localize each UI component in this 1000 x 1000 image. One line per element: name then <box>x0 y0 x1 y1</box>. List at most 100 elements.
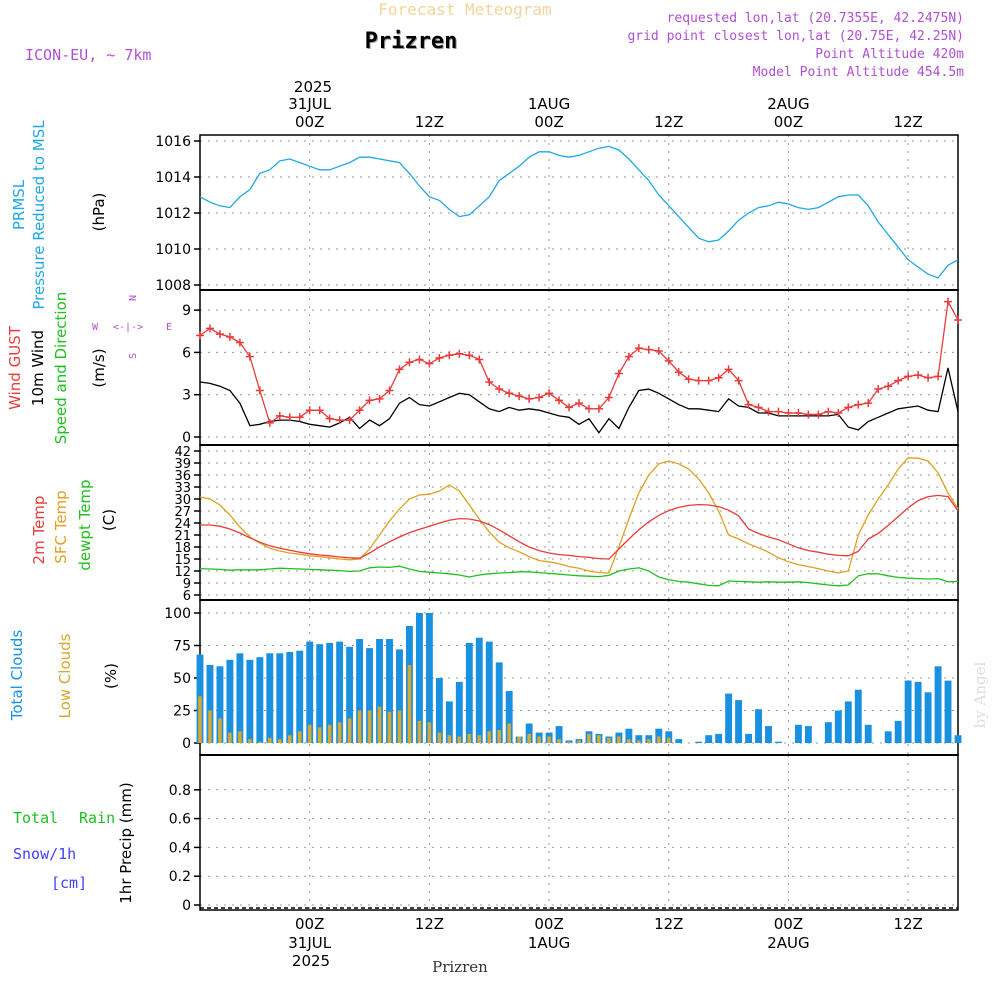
gust-marker <box>355 406 364 415</box>
total-cloud-bar <box>356 639 364 743</box>
total-cloud-bar <box>834 710 842 743</box>
top-date-label-4: 2AUG <box>767 95 809 113</box>
rain-label: Rain <box>79 809 115 827</box>
low-cloud-bar <box>517 736 521 743</box>
gust-marker <box>445 351 454 360</box>
low-cloud-bar <box>367 710 372 743</box>
total-cloud-bar <box>934 666 942 743</box>
low-cloud-bar <box>666 737 671 743</box>
top-time-label-2: 00Z <box>534 113 563 131</box>
total-cloud-bar <box>306 641 314 743</box>
ytick-label-precip-0: 0 <box>182 898 191 914</box>
low-cloud-bar <box>447 735 452 743</box>
wind-dir-label: Speed and Direction <box>52 292 70 445</box>
low-cloud-bar <box>487 731 492 743</box>
total-cloud-bar <box>266 653 274 743</box>
bottom-time-label-1: 12Z <box>415 915 444 933</box>
gust-marker <box>565 403 574 412</box>
ytick-label-temp-4: 18 <box>174 541 191 556</box>
gust-marker <box>724 365 733 374</box>
pressure-msl-label: Pressure Reduced to MSL <box>30 120 48 310</box>
low-cloud-bar <box>597 735 601 743</box>
point-altitude: Point Altitude 420m <box>815 47 964 62</box>
total-cloud-bar <box>894 720 902 743</box>
gust-marker <box>545 389 554 398</box>
low-cloud-bar <box>377 706 382 743</box>
ytick-label-precip-4: 0.8 <box>169 783 191 799</box>
pressure-line <box>199 145 959 279</box>
panel-precip: 0 0.2 0.4 0.6 0.8 <box>169 754 959 914</box>
total-cloud-bar <box>844 701 852 743</box>
low-cloud-bar <box>258 741 262 743</box>
total-cloud-bar <box>665 731 673 743</box>
ytick-label-pressure-1: 1010 <box>155 242 191 258</box>
total-cloud-bar <box>655 728 663 743</box>
gust-marker <box>744 400 753 409</box>
bottom-time-label-2: 00Z <box>534 915 563 933</box>
chart-title: Forecast Meteogram <box>378 0 551 19</box>
low-cloud-bar <box>557 739 561 743</box>
sfc-temp-label: SFC Temp <box>52 490 70 563</box>
total-cloud-bar <box>475 637 483 743</box>
precip-unit: 1hr Precip (mm) <box>117 782 135 903</box>
low-cloud-bar <box>417 720 422 743</box>
low-cloud-bar <box>627 739 631 743</box>
gust-marker <box>365 396 374 405</box>
total-cloud-bar <box>425 613 433 743</box>
gust-marker <box>345 416 354 425</box>
gust-label: Wind GUST <box>6 325 24 410</box>
low-cloud-bar <box>537 736 541 743</box>
total-cloud-bar <box>226 659 234 743</box>
dewpt-line <box>199 565 959 587</box>
total-cloud-bar <box>804 726 812 743</box>
requested-coords: requested lon,lat (20.7355E, 42.2475N) <box>667 11 964 26</box>
ytick-label-precip-3: 0.6 <box>169 812 191 828</box>
gust-marker <box>405 358 414 367</box>
gust-marker <box>335 416 344 425</box>
gust-marker <box>495 385 504 394</box>
ytick-label-pressure-0: 1008 <box>155 278 191 294</box>
bottom-time-label-0: 00Z <box>295 915 324 933</box>
low-cloud-bar <box>317 727 322 743</box>
gust-marker <box>684 375 693 384</box>
total-clouds-label: Total Clouds <box>8 630 26 722</box>
gust-marker <box>435 354 444 363</box>
total-cloud-bar <box>765 726 772 743</box>
low-cloud-bar <box>637 740 641 743</box>
gust-marker <box>225 332 234 341</box>
total-cloud-bar <box>286 652 294 743</box>
low-cloud-bar <box>507 723 511 743</box>
low-cloud-bar <box>198 696 202 743</box>
gust-marker <box>774 407 783 416</box>
low-cloud-bar <box>567 741 571 743</box>
total-cloud-bar <box>246 659 254 743</box>
ytick-label-temp-0: 6 <box>183 589 191 604</box>
ytick-label-temp-9: 33 <box>174 481 191 496</box>
ytick-label-temp-2: 12 <box>174 565 191 580</box>
gust-marker <box>295 413 304 422</box>
top-time-label-0: 00Z <box>295 113 324 131</box>
total-cloud-bar <box>775 741 782 743</box>
low-cloud-bar <box>647 739 651 743</box>
total-cloud-bar <box>635 735 643 743</box>
gust-marker <box>694 376 703 385</box>
total-cloud-bar <box>505 691 513 743</box>
total-cloud-bar <box>206 665 214 743</box>
total-cloud-bar <box>216 666 224 743</box>
total-cloud-bar <box>366 648 373 743</box>
low-cloud-bar <box>467 733 472 743</box>
model-altitude: Model Point Altitude 454.5m <box>753 65 964 80</box>
low-cloud-bar <box>397 710 402 743</box>
total-cloud-bar <box>495 662 503 743</box>
total-cloud-bar <box>256 657 264 743</box>
top-date-label-2: 1AUG <box>528 95 570 113</box>
gust-marker <box>764 407 773 416</box>
gust-marker <box>804 410 813 419</box>
top-date-label-0: 31JUL <box>288 95 331 113</box>
precip-labels: Total Rain Snow/1h [cm] 1hr Precip (mm) <box>13 782 135 903</box>
gust-marker <box>914 370 923 379</box>
low-cloud-bar <box>577 740 581 743</box>
ytick-label-clouds-2: 50 <box>173 671 191 687</box>
compass-s: S <box>128 353 139 359</box>
